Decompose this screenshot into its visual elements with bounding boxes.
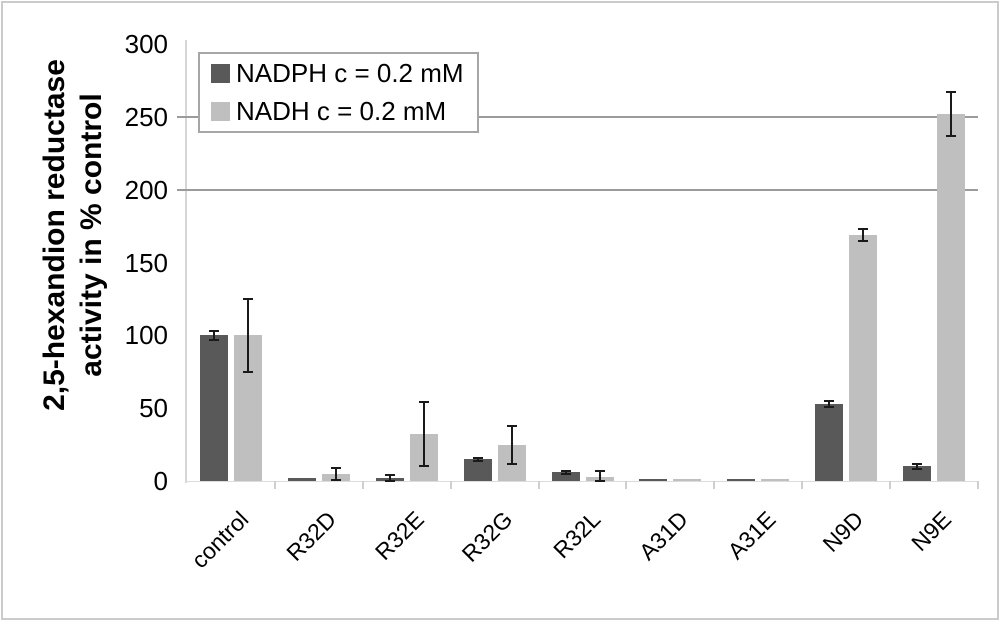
error-bar-cap <box>594 480 605 482</box>
bar-nadph-n9d <box>815 403 844 481</box>
error-bar-cap <box>824 405 835 408</box>
error-bar <box>598 470 601 481</box>
y-tick-label: 250 <box>124 101 168 132</box>
error-bar-cap <box>384 480 395 482</box>
x-axis-label-a31e: A31E <box>722 506 781 565</box>
x-tick-mark <box>977 481 979 489</box>
x-tick-mark <box>713 481 716 489</box>
error-bar-cap <box>560 472 571 475</box>
error-bar <box>476 457 479 461</box>
y-tick-label: 150 <box>124 247 168 278</box>
x-axis-label-a31d: A31D <box>633 506 693 566</box>
x-tick-mark <box>801 481 804 489</box>
x-axis-label-r32e: R32E <box>370 506 430 566</box>
error-bar <box>334 467 337 480</box>
error-bar-cap <box>418 401 429 404</box>
error-bar <box>422 402 425 467</box>
bar-nadph-a31d <box>639 479 668 481</box>
legend-label-nadph: NADPH c = 0.2 mM <box>236 58 464 88</box>
y-tick-label: 50 <box>139 393 168 424</box>
error-bar <box>510 425 513 464</box>
error-bar-cap <box>824 399 835 402</box>
error-bar-cap <box>946 134 957 137</box>
error-bar-cap <box>330 478 341 481</box>
error-bar <box>862 228 865 241</box>
error-bar-cap <box>208 338 219 341</box>
x-tick-mark <box>449 481 452 489</box>
error-bar-cap <box>946 91 957 94</box>
bar-nadph-r32g <box>463 459 492 481</box>
error-bar-cap <box>858 239 869 242</box>
y-tick-label: 300 <box>124 29 168 59</box>
x-axis-label-n9e: N9E <box>906 506 957 557</box>
error-bar <box>246 298 249 372</box>
y-tick-label: 0 <box>153 466 168 496</box>
y-tick-label: 100 <box>124 320 168 351</box>
bar-nadh-a31e <box>761 479 790 481</box>
error-bar-cap <box>472 456 483 459</box>
error-bar-cap <box>418 465 429 468</box>
y-axis-line <box>185 40 187 483</box>
error-bar <box>916 463 919 470</box>
error-bar <box>212 330 215 340</box>
error-bar-cap <box>242 297 253 300</box>
bar-nadph-r32d <box>287 478 316 481</box>
legend: NADPH c = 0.2 mM NADH c = 0.2 mM <box>198 52 479 133</box>
bar-nadph-control <box>199 335 228 481</box>
nadph-series-swatch-icon <box>211 64 230 83</box>
bar-nadh-n9d <box>849 234 878 481</box>
legend-label-nadh: NADH c = 0.2 mM <box>236 96 447 126</box>
bar-nadh-n9e <box>937 113 966 481</box>
x-axis-label-control: control <box>186 506 254 574</box>
x-axis-line <box>185 481 978 482</box>
bar-nadph-n9e <box>903 466 932 481</box>
error-bar-cap <box>912 462 923 465</box>
error-bar <box>950 92 953 136</box>
legend-item-nadph: NADPH c = 0.2 mM <box>211 55 477 93</box>
x-axis-label-n9d: N9D <box>817 506 869 557</box>
error-bar-cap <box>912 468 923 471</box>
error-bar-cap <box>208 329 219 332</box>
bar-nadh-a31d <box>673 479 702 481</box>
x-tick-mark <box>889 481 892 489</box>
error-bar-cap <box>506 424 517 427</box>
x-tick-mark <box>537 481 540 489</box>
error-bar-cap <box>594 469 605 472</box>
error-bar-cap <box>330 466 341 469</box>
error-bar-cap <box>384 474 395 477</box>
legend-item-nadh: NADH c = 0.2 mM <box>211 93 477 131</box>
error-bar-cap <box>560 469 571 472</box>
error-bar-cap <box>506 462 517 465</box>
bar-nadph-a31e <box>727 479 756 481</box>
nadh-series-swatch-icon <box>211 102 230 121</box>
error-bar-cap <box>858 227 869 230</box>
x-tick-mark <box>625 481 628 489</box>
y-tick-label: 200 <box>124 174 168 205</box>
error-bar <box>388 475 391 481</box>
x-axis-label-r32g: R32G <box>456 506 518 567</box>
x-axis-label-r32l: R32L <box>547 506 605 564</box>
error-bar <box>828 400 831 407</box>
x-tick-mark <box>361 481 364 489</box>
error-bar-cap <box>242 370 253 373</box>
x-axis-label-r32d: R32D <box>281 506 342 566</box>
gridline-250 <box>177 115 978 118</box>
bar-nadph-r32l <box>551 472 580 481</box>
gridline-200 <box>177 188 978 191</box>
error-bar-cap <box>472 459 483 462</box>
error-bar <box>564 470 567 474</box>
x-tick-mark <box>273 481 276 489</box>
